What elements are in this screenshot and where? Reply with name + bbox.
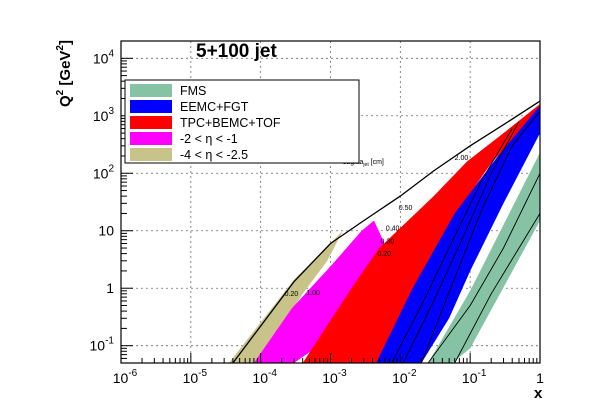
- x-axis-title: x: [534, 385, 543, 402]
- contour-curves: [232, 100, 540, 363]
- x-tick-label: 10-4: [252, 368, 277, 386]
- legend-label: -4 < η < -2.5: [180, 148, 248, 162]
- axis-tick-labels: 10-6 10-5 10-4 10-3 10-2 10-1 1 10-1 1 10 102 103 10…: [90, 48, 545, 386]
- legend-swatch: [130, 132, 172, 145]
- y-axis-title-main: Q: [57, 95, 74, 107]
- sagitta-contour-curve: [420, 110, 540, 363]
- contour-label: 0.50: [399, 205, 413, 212]
- sagitta-contour-curve: [391, 128, 513, 363]
- x-tick-label: 10-1: [462, 368, 487, 386]
- sagitta-unit: [cm]: [369, 159, 384, 166]
- y-tick-label: 102: [93, 163, 115, 181]
- kinematic-limit-curve: [232, 100, 540, 363]
- y-tick-label: 104: [93, 48, 115, 66]
- sagitta-contour-curve: [454, 213, 540, 363]
- legend-label: FMS: [180, 84, 206, 98]
- contour-label: 0.40: [386, 226, 400, 233]
- legend-swatch: [130, 148, 172, 161]
- legend-swatch: [130, 100, 172, 113]
- y-axis-title: Q2 [GeV2]: [55, 40, 74, 107]
- y-tick-label: 1: [106, 280, 114, 296]
- contour-label: 1.00: [306, 290, 320, 297]
- y-tick-label: 10-1: [90, 336, 115, 354]
- x-tick-label: 10-6: [113, 368, 138, 386]
- x-tick-label: 10-5: [183, 368, 208, 386]
- contour-label: 2.00: [455, 155, 469, 162]
- y-axis-title-sup2: 2: [55, 45, 66, 51]
- sagitta-subscript: jet: [362, 162, 369, 168]
- x-tick-label: 10-2: [392, 368, 417, 386]
- y-axis-title-sup1: 2: [55, 89, 66, 95]
- x-tick-label: 10-3: [322, 368, 347, 386]
- series-band--2-1: [253, 220, 398, 363]
- legend-label: TPC+BEMC+TOF: [180, 116, 281, 130]
- axis-ticks: [120, 40, 541, 364]
- contour-label: 0.20: [285, 291, 299, 298]
- legend-swatch: [130, 116, 172, 129]
- x-tick-label: 1: [536, 370, 544, 386]
- sagitta-contour-curve: [402, 121, 520, 363]
- chart-title: 5+100 jet: [196, 41, 277, 62]
- series-band-fms: [428, 152, 540, 363]
- series-band-eemc-fgt: [376, 105, 540, 363]
- series-band-tpc-bemc-tof: [302, 104, 540, 363]
- legend: FMS EEMC+FGT TPC+BEMC+TOF -2 < η < -1 -4 < η…: [124, 79, 360, 164]
- contour-labels: 2.00 0.50 0.40 0.30 0.20 0.20 1.00: [285, 155, 469, 298]
- y-tick-label: 103: [93, 106, 115, 124]
- contour-label: 0.30: [381, 238, 395, 245]
- sagitta-contour-curve: [427, 173, 540, 363]
- legend-swatch: [130, 84, 172, 97]
- y-axis-title-unit-open: [GeV: [57, 51, 74, 90]
- y-tick-label: 10: [98, 223, 114, 239]
- contour-label: 0.20: [377, 251, 391, 258]
- legend-label: EEMC+FGT: [180, 100, 249, 114]
- legend-label: -2 < η < -1: [180, 132, 238, 146]
- y-axis-title-unit-close: ]: [57, 40, 74, 45]
